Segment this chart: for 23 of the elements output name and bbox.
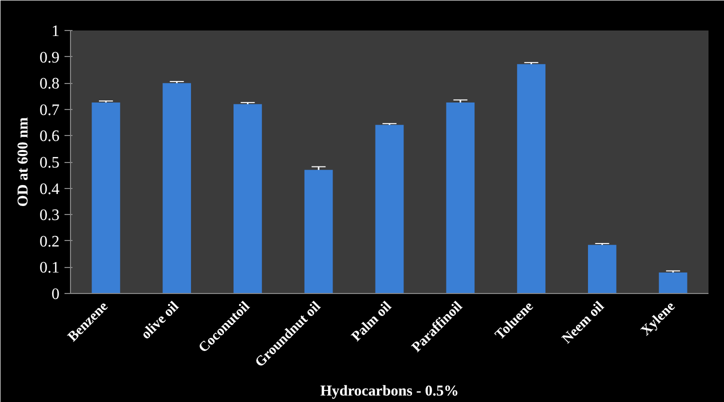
y-tick-label: 0.7 [40, 102, 60, 119]
bar [588, 244, 616, 294]
y-tick-label: 0.4 [40, 180, 60, 198]
x-tick-label: olive oil [138, 299, 182, 343]
y-tick-label: 0.5 [40, 154, 60, 172]
y-tick-label: 0 [52, 286, 60, 303]
y-tick-label: 0.2 [40, 233, 60, 250]
y-tick-label: 1 [52, 23, 60, 40]
bar [162, 83, 192, 294]
y-tick-label: 0.9 [40, 49, 60, 66]
x-axis-title: Hydrocarbons - 0.5% [320, 384, 459, 400]
y-tick-label: 0.1 [40, 260, 60, 277]
bar [446, 102, 475, 294]
bar [658, 272, 688, 294]
bar [375, 124, 404, 294]
y-axis-title: OD at 600 nm [16, 116, 32, 207]
bar [92, 102, 120, 294]
bar [517, 64, 546, 294]
y-tick-label: 0.3 [40, 207, 60, 224]
y-tick-label: 0.8 [40, 76, 60, 93]
y-tick-label: 0.6 [40, 128, 60, 146]
bar [234, 104, 262, 294]
bar [304, 170, 333, 294]
